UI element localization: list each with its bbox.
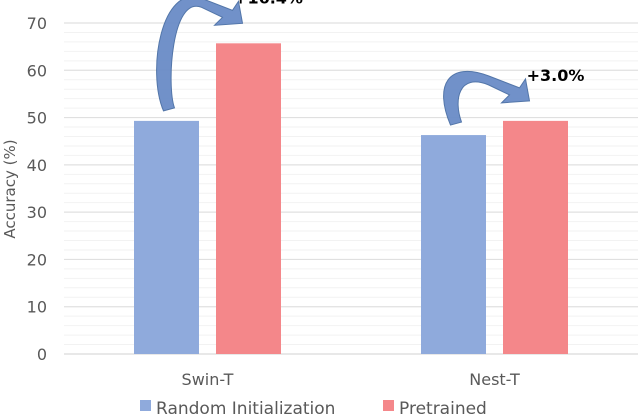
y-tick-label: 60: [27, 61, 47, 80]
legend-swatch: [383, 400, 394, 411]
legend-label: Random Initialization: [156, 399, 335, 416]
bar-random-initialization: [134, 120, 199, 354]
bar-pretrained: [216, 43, 281, 354]
bar-pretrained: [503, 120, 568, 354]
legend-label: Pretrained: [399, 399, 487, 416]
x-tick-label: Nest-T: [469, 370, 520, 389]
y-tick-label: 50: [27, 109, 47, 128]
curved-arrow-icon: [156, 0, 244, 112]
legend-swatch: [140, 400, 151, 411]
y-tick-label: 20: [27, 250, 47, 269]
y-tick-label: 70: [27, 14, 47, 33]
y-tick-label: 0: [37, 345, 47, 364]
x-tick-label: Swin-T: [182, 370, 234, 389]
y-axis-label: Accuracy (%): [1, 139, 19, 238]
curved-arrow-icon: [443, 70, 531, 126]
y-tick-label: 40: [27, 156, 47, 175]
gain-annotation: +3.0%: [527, 66, 585, 85]
y-tick-label: 30: [27, 203, 47, 222]
bar-random-initialization: [421, 135, 486, 354]
y-tick-label: 10: [27, 298, 47, 317]
gain-annotation: +16.4%: [234, 0, 303, 7]
